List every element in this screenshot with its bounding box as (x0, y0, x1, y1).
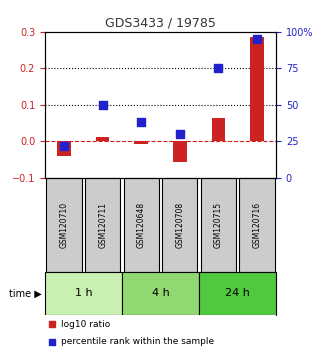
Bar (124, 178, 159, 272)
Point (254, 36, 259, 42)
Point (100, 102, 105, 108)
Text: GSM120648: GSM120648 (137, 202, 146, 248)
Text: percentile rank within the sample: percentile rank within the sample (61, 337, 214, 346)
Bar (162, 178, 197, 272)
Text: log10 ratio: log10 ratio (61, 320, 110, 329)
Text: 1 h: 1 h (75, 289, 92, 298)
Bar (122, 272, 199, 315)
Title: GDS3433 / 19785: GDS3433 / 19785 (105, 16, 216, 29)
Point (216, 65, 221, 71)
Point (139, 120, 144, 125)
Bar (212, 118, 225, 142)
Text: 4 h: 4 h (152, 289, 169, 298)
Point (177, 131, 182, 137)
Bar (47, 178, 82, 272)
Bar (239, 178, 274, 272)
Bar (45, 272, 122, 315)
Point (62, 143, 67, 149)
Bar (96, 137, 109, 142)
Text: 24 h: 24 h (225, 289, 250, 298)
Text: GSM120708: GSM120708 (175, 202, 184, 248)
Point (49, 321, 55, 327)
Bar (85, 178, 120, 272)
Point (49, 339, 55, 344)
Bar (250, 37, 264, 142)
Text: GSM120716: GSM120716 (252, 202, 261, 248)
Bar (57, 142, 71, 156)
Bar (201, 178, 236, 272)
Text: GSM120711: GSM120711 (98, 202, 107, 248)
Bar (134, 142, 148, 144)
Text: GSM120715: GSM120715 (214, 202, 223, 248)
Text: time ▶: time ▶ (9, 289, 42, 298)
Text: GSM120710: GSM120710 (60, 202, 69, 248)
Bar (199, 272, 276, 315)
Bar (173, 142, 187, 161)
